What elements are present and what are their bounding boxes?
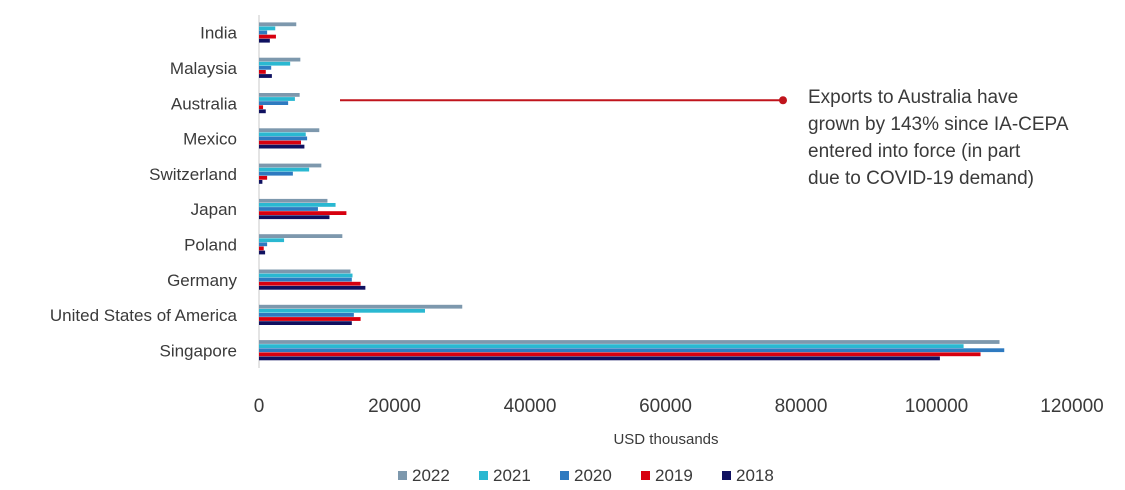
bar-malaysia-2020	[259, 65, 272, 70]
bar-singapore-2020	[259, 348, 1005, 353]
legend-label-2022: 2022	[412, 466, 450, 485]
bar-mexico-2019	[259, 140, 302, 145]
bar-germany-2018	[259, 285, 366, 290]
bar-malaysia-2021	[259, 61, 291, 66]
bar-singapore-2018	[259, 356, 940, 361]
legend-label-2021: 2021	[493, 466, 531, 485]
bar-japan-2022	[259, 198, 328, 203]
bar-switzerland-2021	[259, 167, 310, 172]
bar-poland-2022	[259, 234, 343, 238]
category-label-poland: Poland	[184, 235, 237, 254]
bar-germany-2019	[259, 281, 361, 286]
legend-swatch-2019	[641, 471, 650, 480]
bar-singapore-2021	[259, 344, 964, 348]
annotation-dot	[779, 96, 787, 105]
bar-japan-2021	[259, 203, 336, 207]
bar-india-2019	[259, 34, 276, 39]
bar-australia-2018	[259, 109, 266, 114]
bar-malaysia-2018	[259, 74, 272, 78]
bar-poland-2018	[259, 250, 266, 255]
x-tick-label: 60000	[639, 396, 692, 417]
bar-mexico-2021	[259, 132, 306, 137]
category-label-india: India	[200, 24, 237, 43]
x-tick-label: 20000	[368, 396, 421, 417]
bar-mexico-2018	[259, 144, 305, 149]
legend-swatch-2020	[560, 471, 569, 480]
category-label-australia: Australia	[171, 94, 238, 113]
bar-japan-2018	[259, 215, 330, 220]
annotation-text-line: due to COVID-19 demand)	[808, 168, 1034, 189]
bar-switzerland-2019	[259, 175, 268, 180]
category-label-mexico: Mexico	[183, 130, 237, 149]
bar-singapore-2022	[259, 340, 1000, 344]
category-label-switzerland: Switzerland	[149, 165, 237, 184]
bar-switzerland-2020	[259, 171, 293, 176]
bar-australia-2021	[259, 97, 295, 101]
bar-united-states-of-america-2018	[259, 321, 352, 325]
bar-poland-2019	[259, 246, 264, 251]
x-tick-label: 40000	[504, 396, 557, 417]
category-label-germany: Germany	[167, 271, 237, 290]
bar-australia-2022	[259, 93, 300, 97]
bar-australia-2019	[259, 105, 264, 110]
bar-singapore-2019	[259, 352, 981, 357]
x-tick-label: 80000	[775, 396, 828, 417]
annotation-text-line: Exports to Australia have	[808, 87, 1018, 108]
bar-japan-2019	[259, 211, 347, 215]
bar-mexico-2020	[259, 136, 308, 141]
bar-germany-2020	[259, 277, 352, 282]
bar-united-states-of-america-2022	[259, 304, 463, 309]
x-axis-title: USD thousands	[613, 431, 718, 448]
category-label-malaysia: Malaysia	[170, 59, 238, 78]
bar-germany-2022	[259, 269, 351, 274]
annotation: Exports to Australia have grown by 143% s…	[340, 87, 1069, 189]
legend: 2022 2021 2020 2019 2018	[398, 466, 774, 485]
x-tick-label: 100000	[905, 396, 968, 417]
bar-united-states-of-america-2019	[259, 317, 361, 321]
x-tick-label: 0	[254, 396, 265, 417]
bar-india-2020	[259, 30, 268, 35]
legend-swatch-2018	[722, 471, 731, 480]
bar-united-states-of-america-2021	[259, 308, 425, 313]
bar-india-2021	[259, 26, 276, 31]
bar-poland-2020	[259, 242, 268, 247]
category-label-singapore: Singapore	[159, 341, 237, 360]
bar-australia-2020	[259, 101, 289, 105]
legend-swatch-2021	[479, 471, 488, 480]
category-labels: Singapore United States of America Germany…	[50, 24, 238, 361]
annotation-text-line: entered into force (in part	[808, 141, 1021, 162]
bar-mexico-2022	[259, 128, 320, 133]
bar-india-2022	[259, 22, 297, 27]
legend-swatch-2022	[398, 471, 407, 480]
bar-india-2018	[259, 38, 270, 43]
category-label-japan: Japan	[191, 200, 237, 219]
bar-malaysia-2019	[259, 70, 266, 74]
legend-label-2018: 2018	[736, 466, 774, 485]
bar-united-states-of-america-2020	[259, 313, 354, 317]
bar-switzerland-2022	[259, 163, 322, 168]
bar-poland-2021	[259, 238, 285, 243]
bar-switzerland-2018	[259, 180, 263, 184]
x-tick-labels: 0 20000 40000 60000 80000 100000 120000	[254, 396, 1104, 417]
legend-label-2020: 2020	[574, 466, 612, 485]
bar-germany-2021	[259, 273, 353, 278]
bar-malaysia-2022	[259, 57, 301, 62]
bars	[259, 22, 1005, 361]
annotation-text-line: grown by 143% since IA-CEPA	[808, 114, 1069, 135]
legend-label-2019: 2019	[655, 466, 693, 485]
x-tick-label: 120000	[1040, 396, 1103, 417]
bar-japan-2020	[259, 207, 318, 211]
category-label-united-states-of-america: United States of America	[50, 306, 238, 325]
